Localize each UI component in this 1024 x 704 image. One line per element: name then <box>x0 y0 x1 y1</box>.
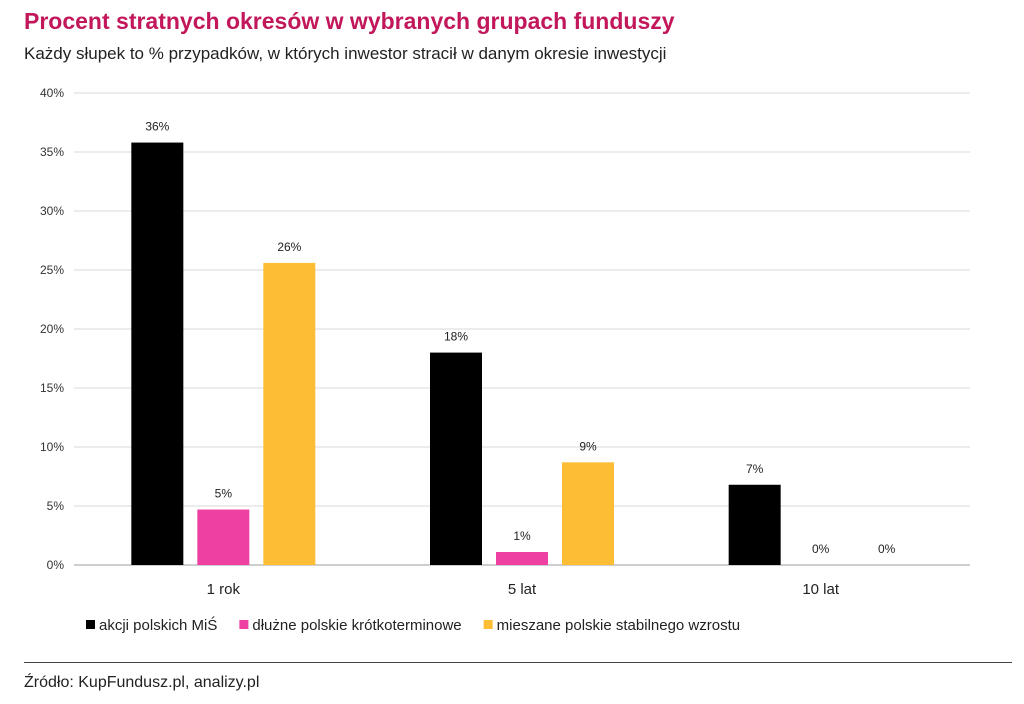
data-label: 0% <box>878 542 896 556</box>
data-label: 7% <box>746 462 764 476</box>
y-tick-label: 15% <box>40 381 64 395</box>
chart-title: Procent stratnych okresów w wybranych gr… <box>24 8 675 34</box>
bar <box>263 262 316 565</box>
bar <box>197 509 250 565</box>
legend-label: dłużne polskie krótkoterminowe <box>252 617 461 634</box>
data-label: 36% <box>145 120 169 134</box>
legend-swatch <box>86 620 95 629</box>
legend-swatch <box>483 620 493 629</box>
data-label: 26% <box>277 240 301 254</box>
data-label: 5% <box>215 487 233 501</box>
x-category-label: 5 lat <box>508 581 537 598</box>
data-label: 0% <box>812 542 830 556</box>
y-tick-label: 25% <box>40 263 64 277</box>
y-tick-label: 20% <box>40 322 64 336</box>
y-tick-label: 5% <box>47 499 65 513</box>
data-label: 18% <box>444 330 468 344</box>
bar <box>131 142 184 565</box>
bar <box>430 352 482 565</box>
y-tick-label: 0% <box>47 558 65 572</box>
x-category-label: 1 rok <box>207 581 241 598</box>
source-note: Źródło: KupFundusz.pl, analizy.pl <box>24 674 260 691</box>
chart-subtitle: Każdy słupek to % przypadków, w których … <box>24 44 667 63</box>
bar-chart: 0% 5% 10% 15% 20% 25% 30% 35% 40% 36% 5% 26% 1 rok 18… <box>40 86 970 634</box>
y-tick-label: 30% <box>40 204 64 218</box>
bar <box>728 484 781 565</box>
bar <box>496 552 548 565</box>
y-tick-label: 35% <box>40 145 64 159</box>
legend-label: mieszane polskie stabilnego wzrostu <box>497 617 740 634</box>
y-tick-label: 10% <box>40 440 64 454</box>
legend-swatch <box>239 620 249 629</box>
y-tick-label: 40% <box>40 86 64 100</box>
data-label: 9% <box>579 439 597 453</box>
data-label: 1% <box>513 529 531 543</box>
bar <box>562 462 614 565</box>
legend-label: akcji polskich MiŚ <box>99 616 217 634</box>
x-category-label: 10 lat <box>802 581 840 598</box>
source-divider <box>24 662 1012 663</box>
